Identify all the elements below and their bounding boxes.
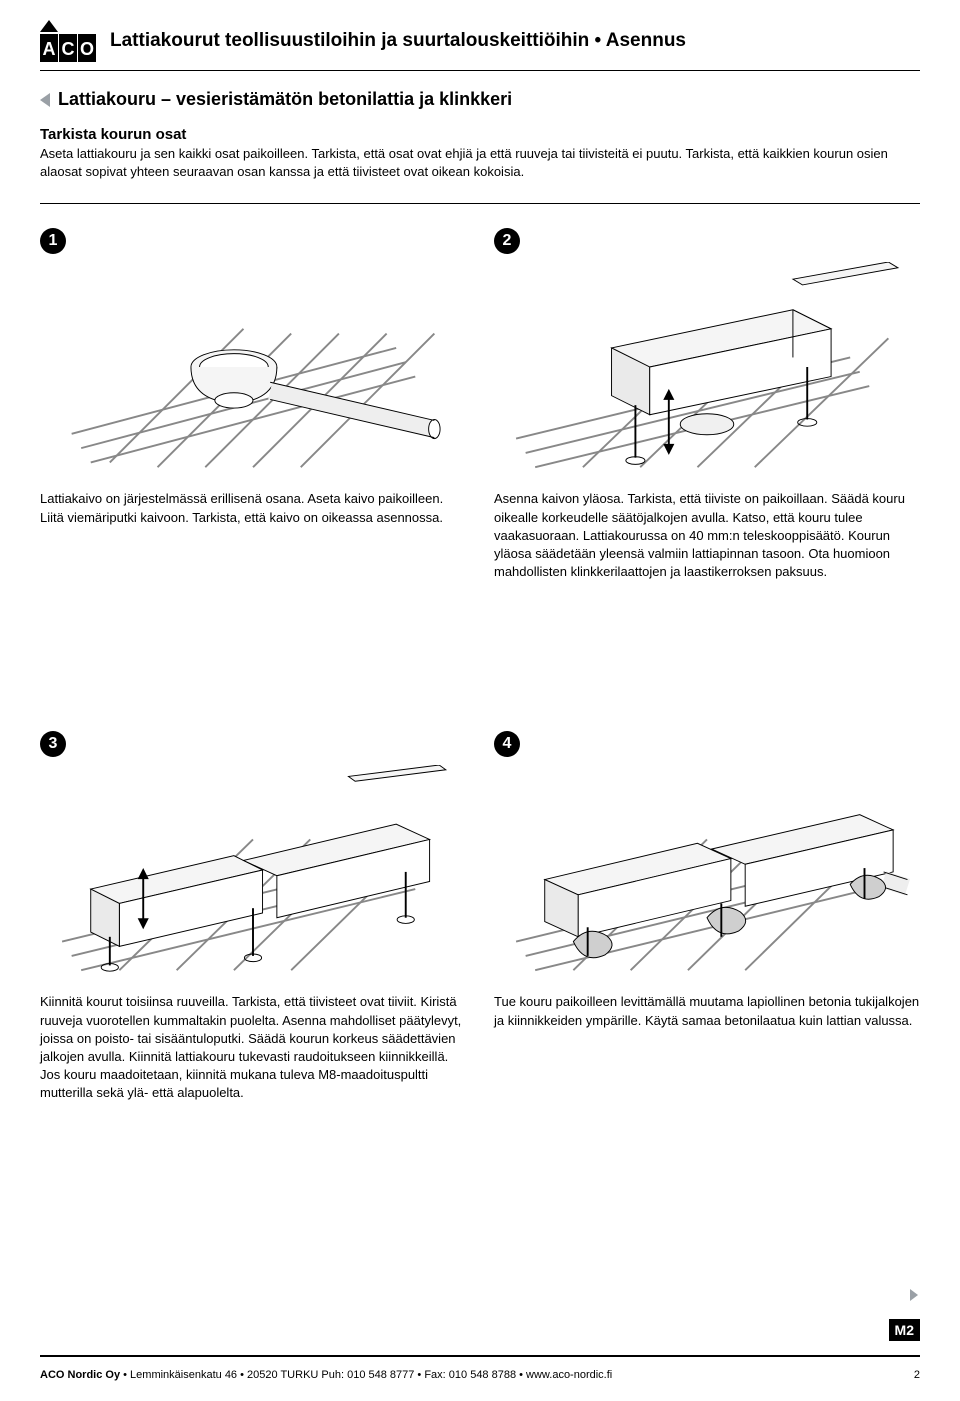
back-arrow-icon [40, 93, 50, 107]
step-3: 3 [40, 731, 466, 1102]
step-4-caption: Tue kouru paikoilleen levittämällä muuta… [494, 993, 920, 1029]
next-arrow-icon [910, 1289, 918, 1301]
step-3-figure [40, 765, 466, 975]
aco-logo: A C O [40, 20, 96, 62]
footer-left: ACO Nordic Oy • Lemminkäisenkatu 46 • 20… [40, 1369, 612, 1381]
step-1-caption: Lattiakaivo on järjestelmässä erillisenä… [40, 490, 466, 526]
page-header: A C O Lattiakourut teollisuustiloihin ja… [0, 0, 960, 70]
step-number-badge: 4 [494, 731, 520, 757]
step-1: 1 [40, 228, 466, 581]
footer-bar: M2 [40, 1319, 920, 1341]
section-subtitle: Lattiakouru – vesieristämätön betonilatt… [58, 89, 512, 110]
steps-grid: 1 [0, 228, 960, 1122]
section-subtitle-row: Lattiakouru – vesieristämätön betonilatt… [0, 89, 960, 126]
intro-heading: Tarkista kourun osat [40, 126, 920, 143]
step-1-figure [40, 262, 466, 472]
header-title: Lattiakourut teollisuustiloihin ja suurt… [110, 30, 686, 52]
step-number-badge: 3 [40, 731, 66, 757]
step-3-caption: Kiinnitä kourut toisiinsa ruuveilla. Tar… [40, 993, 466, 1102]
svg-text:C: C [62, 39, 75, 59]
intro-rule [40, 203, 920, 204]
header-rule [40, 70, 920, 71]
step-2: 2 [494, 228, 920, 581]
row-gap [40, 621, 920, 691]
footer-company: ACO Nordic Oy [40, 1369, 120, 1381]
svg-text:O: O [80, 39, 94, 59]
footer-rule [40, 1355, 920, 1357]
step-4: 4 [494, 731, 920, 1102]
step-number-badge: 2 [494, 228, 520, 254]
section-code-badge: M2 [889, 1319, 920, 1341]
step-2-figure [494, 262, 920, 472]
step-number-badge: 1 [40, 228, 66, 254]
step-2-caption: Asenna kaivon yläosa. Tarkista, että tii… [494, 490, 920, 581]
intro-body: Aseta lattiakouru ja sen kaikki osat pai… [40, 145, 920, 181]
intro-block: Tarkista kourun osat Aseta lattiakouru j… [0, 126, 960, 191]
step-4-figure [494, 765, 920, 975]
svg-text:A: A [43, 39, 56, 59]
footer-address: • Lemminkäisenkatu 46 • 20520 TURKU Puh:… [123, 1369, 612, 1381]
footer-page-number: 2 [914, 1369, 920, 1381]
footer-text: ACO Nordic Oy • Lemminkäisenkatu 46 • 20… [40, 1369, 920, 1381]
